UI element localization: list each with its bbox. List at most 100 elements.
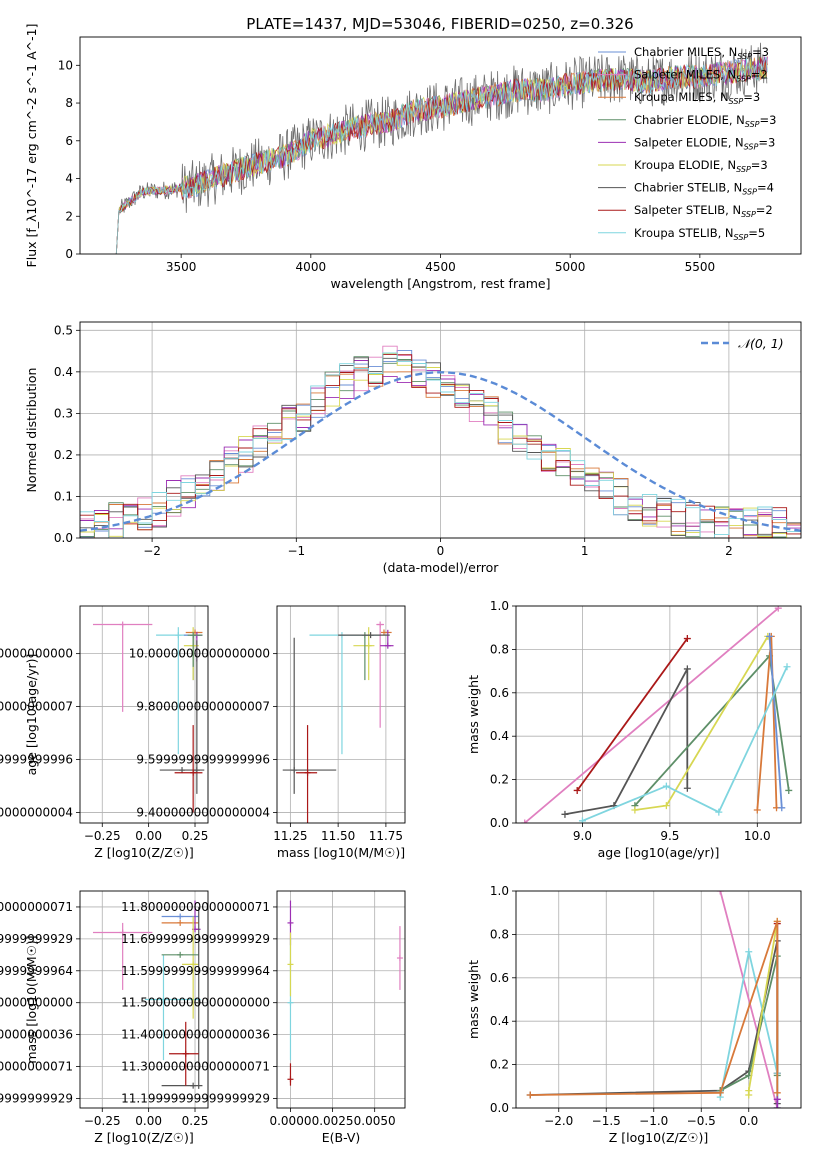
x-tick-label: 0.25: [182, 829, 209, 843]
y-tick-label: 0.2: [490, 1058, 509, 1072]
y-tick-label: 0.8: [490, 927, 509, 941]
mass-weight-marker: [716, 891, 724, 895]
panel-mass-vs-extinction: 0.0000 0.0025 0.0050 11.19999999999999929 11…: [121, 890, 406, 1145]
x-axis-label: age [log10(age/yr)]: [598, 845, 720, 860]
error-bar-point: [380, 629, 394, 649]
mass-weight-series: [521, 606, 782, 823]
y-tick-label: 9.5999999999999996: [136, 752, 270, 766]
error-bar-point: [169, 1021, 199, 1086]
legend-label: Kroupa STELIB, NSSP=5: [634, 226, 765, 242]
error-bar-point: [396, 926, 403, 990]
mass-weight-marker: [561, 810, 569, 818]
y-tick-label: 1.0: [490, 884, 509, 898]
mass-weight-marker: [662, 802, 670, 810]
legend-label: Chabrier MILES, NSSP=3: [634, 45, 769, 61]
plot-area: [282, 621, 394, 823]
axes-frame: [276, 605, 406, 824]
plot-area: [80, 345, 801, 538]
x-tick-label: 0.00: [135, 1114, 162, 1128]
mass-weight-series: [526, 917, 781, 1099]
legend-label: Salpeter ELODIE, NSSP=3: [634, 135, 775, 151]
x-tick-label: 1: [581, 544, 589, 558]
x-tick-label: 5500: [685, 260, 716, 274]
y-tick-label: 11.59999999999999964: [121, 964, 270, 978]
error-bar-point: [187, 632, 203, 667]
axes-frame: [79, 36, 802, 255]
y-tick-label: 6: [65, 134, 73, 148]
y-axis-label: mass weight: [466, 675, 481, 754]
y-tick-label: 11.40000000000000036: [121, 1028, 270, 1042]
error-bar-point: [92, 922, 153, 990]
figure-title: PLATE=1437, MJD=53046, FIBERID=0250, z=0…: [246, 15, 633, 33]
mass-weight-marker: [578, 817, 586, 823]
axes-frame: [276, 890, 406, 1109]
error-bar-point: [353, 627, 375, 681]
error-bar-point: [338, 632, 390, 639]
y-tick-label: 0.1: [54, 489, 73, 503]
mass-weight-marker: [715, 808, 723, 816]
x-tick-label: −2: [143, 544, 161, 558]
y-tick-label: 0.6: [490, 971, 509, 985]
y-tick-label: 0.5: [54, 323, 73, 337]
x-axis-label: mass [log10(M/M☉)]: [277, 845, 405, 860]
error-bar-point: [287, 1063, 294, 1086]
error-bar-point: [174, 725, 203, 813]
error-bar-point: [282, 637, 337, 794]
y-tick-label: 9.4000000000000004: [0, 805, 73, 819]
mass-weight-marker: [745, 1087, 753, 1095]
error-bar-point: [287, 932, 294, 997]
y-tick-label: 9.5999999999999996: [0, 752, 73, 766]
mass-weight-marker: [526, 1091, 534, 1099]
x-axis-label: E(B-V): [322, 1130, 361, 1145]
mass-weight-line: [576, 637, 689, 792]
mass-weight-series: [578, 663, 791, 823]
mass-weight-marker: [683, 635, 691, 643]
mass-weight-marker: [631, 806, 639, 814]
mass-weight-line: [564, 668, 689, 816]
mass-weight-marker: [785, 786, 793, 794]
x-tick-label: 9.5: [660, 829, 679, 843]
y-tick-label: 9.4000000000000004: [136, 805, 270, 819]
mass-weight-marker: [766, 632, 774, 640]
error-bar-point: [182, 916, 199, 1019]
x-tick-label: −1: [287, 544, 305, 558]
y-tick-label: 0.8: [490, 642, 509, 656]
x-tick-label: 0.25: [182, 1114, 209, 1128]
axes-frame: [515, 890, 802, 1109]
x-tick-label: 9.0: [573, 829, 592, 843]
legend-label: 𝒩(0, 1): [738, 336, 784, 351]
mass-weight-marker: [773, 1089, 781, 1097]
panel-mass-vs-metallicity: −0.25 0.00 0.25 11.19999999999999929 11.3000…: [0, 890, 209, 1145]
histogram-step: [80, 367, 801, 538]
x-axis-label: Z [log10(Z/Z☉)]: [94, 845, 194, 860]
x-tick-label: −0.25: [84, 829, 121, 843]
y-tick-label: 10.0000000000000000: [129, 647, 270, 661]
x-tick-label: −1.0: [639, 1114, 668, 1128]
x-tick-label: −1.5: [592, 1114, 621, 1128]
x-tick-label: 4500: [425, 260, 456, 274]
mass-weight-marker: [773, 917, 781, 925]
error-bar-point: [193, 640, 200, 794]
x-tick-label: 10.0: [744, 829, 771, 843]
y-tick-label: 11.19999999999999929: [0, 1091, 73, 1105]
mass-weight-marker: [745, 948, 753, 956]
panel-mass-weight-vs-age: 9.0 9.5 10.0 0.0 0.2 0.4 0.6 0.8 1.0 age [log10(a…: [466, 599, 802, 860]
y-tick-label: 11.50000000000000000: [121, 996, 270, 1010]
x-axis-label: wavelength [Angstrom, rest frame]: [330, 276, 550, 291]
plot-area: [521, 606, 793, 823]
x-tick-label: −2.0: [544, 1114, 573, 1128]
x-tick-label: 3500: [166, 260, 197, 274]
y-tick-label: 10: [58, 58, 73, 72]
mass-weight-line: [524, 607, 779, 823]
y-tick-label: 2: [65, 209, 73, 223]
y-tick-label: 11.30000000000000071: [0, 1060, 73, 1074]
error-bar-point: [296, 725, 318, 823]
legend-label: Chabrier STELIB, NSSP=4: [634, 181, 774, 197]
y-tick-label: 8: [65, 96, 73, 110]
mass-weight-marker: [753, 806, 761, 814]
x-tick-label: 0.0025: [312, 1114, 354, 1128]
y-tick-label: 0.2: [54, 448, 73, 462]
y-axis-label: mass weight: [466, 960, 481, 1039]
axes-frame: [79, 890, 209, 1109]
y-tick-label: 1.0: [490, 599, 509, 613]
